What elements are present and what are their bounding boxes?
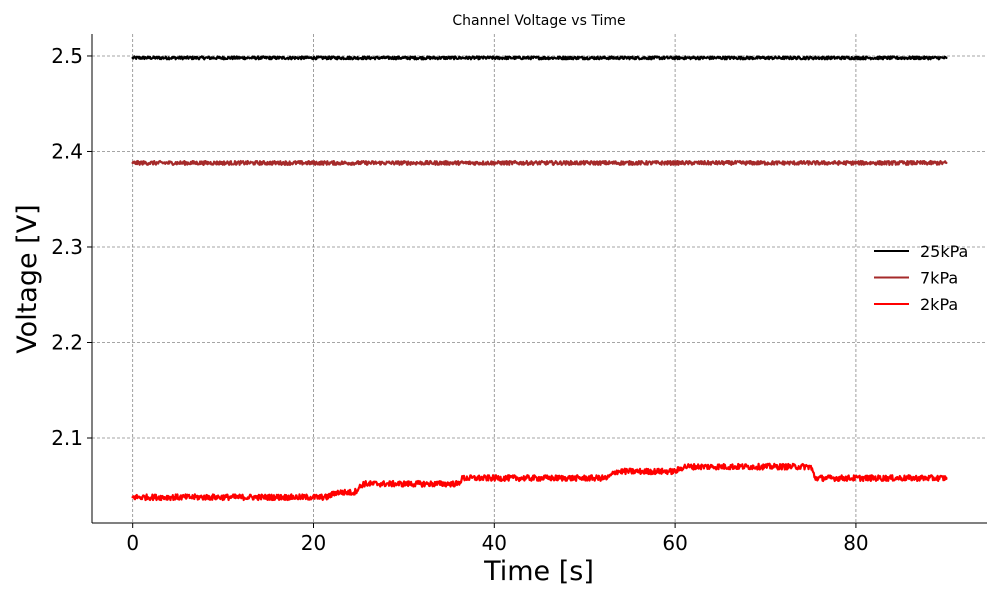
series-line [131,55,947,61]
y-tick-label: 2.1 [51,426,83,450]
tick-labels: 0 20 40 60 80 2.1 2.2 2.3 2.4 2.5 [51,44,868,555]
data-point [673,56,677,60]
data-point [402,56,406,60]
data-point [493,56,496,60]
chart-title: Channel Voltage vs Time [452,13,625,29]
y-tick-label: 2.5 [51,44,83,68]
data-point [493,161,496,165]
data-point [945,476,948,480]
data-point [764,161,767,165]
legend-label: 2kPa [920,295,958,314]
data-point [334,491,338,494]
y-tick-label: 2.3 [51,235,83,259]
data-point [352,491,356,494]
x-tick-label: 80 [843,531,868,555]
data-point [583,161,586,165]
data-point [814,476,817,480]
grid-lines [92,34,987,523]
data-point [325,496,329,499]
data-point [854,56,858,60]
data-point [221,161,225,165]
series-7kPa [131,159,948,166]
x-tick-label: 20 [301,531,326,555]
data-point [583,56,586,60]
series-2kPa [131,462,948,502]
series-line [131,159,947,166]
data-point [131,496,134,499]
data-point [764,56,767,60]
data-point [945,56,948,60]
data-point [606,476,609,480]
legend: 25kPa 7kPa 2kPa [874,242,968,314]
data-point [312,161,315,165]
y-tick-label: 2.4 [51,139,83,163]
data-point [854,161,858,165]
data-point [673,161,677,165]
series-line [132,462,948,502]
data-point [131,161,134,165]
y-axis-label: Voltage [V] [12,204,43,353]
data-point [312,56,315,60]
data-point [615,470,618,473]
y-tick-label: 2.2 [51,330,83,354]
data-point [809,465,812,468]
data-point [402,161,406,165]
series-layer [131,55,948,502]
data-point [362,482,365,486]
data-point [131,56,134,60]
legend-label: 7kPa [920,269,958,288]
data-point [682,465,686,468]
data-point [461,476,464,480]
data-point [945,161,948,165]
data-point [456,482,460,486]
x-axis-label: Time [s] [483,556,594,587]
data-point [673,470,677,473]
series-25kPa [131,55,948,61]
data-point [221,56,225,60]
x-tick-label: 60 [662,531,687,555]
x-tick-label: 0 [126,531,139,555]
x-tick-label: 40 [482,531,507,555]
legend-label: 25kPa [920,242,968,261]
